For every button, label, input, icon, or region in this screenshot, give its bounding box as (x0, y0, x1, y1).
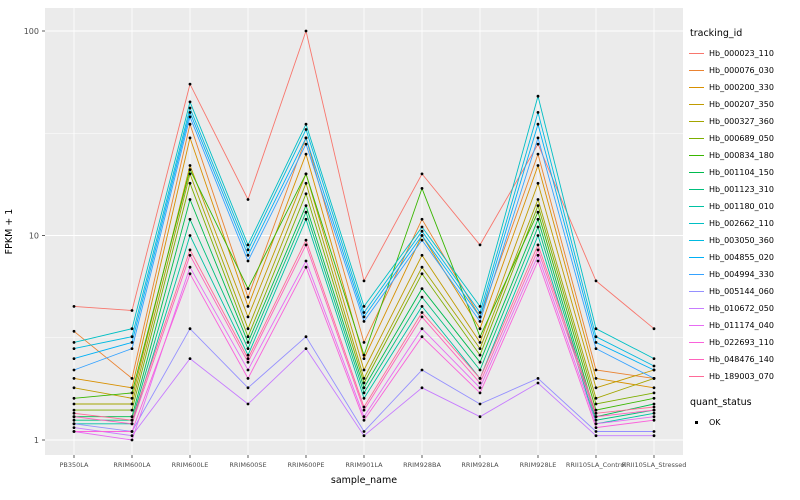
legend-item: Hb_004994_330 (688, 266, 800, 283)
legend-item: Hb_001180_010 (688, 198, 800, 215)
x-tick-label: RRIM600LE (172, 461, 209, 469)
line-key-icon (688, 232, 705, 249)
line-key-icon (688, 351, 705, 368)
legend-item-label: Hb_002662_110 (709, 219, 774, 228)
x-tick-label: RRIM928BA (403, 461, 441, 469)
legend-item: Hb_000327_360 (688, 113, 800, 130)
legend-item: Hb_000200_330 (688, 79, 800, 96)
axes: 1 10 100 PB350LA RRIM600LA RRIM600LE RRIM600SE… (4, 27, 686, 486)
y-tick-label: 100 (24, 27, 39, 36)
y-axis-title: FPKM + 1 (4, 209, 15, 255)
legend-item-label: Hb_001180_010 (709, 202, 774, 211)
legend-item: Hb_010672_050 (688, 300, 800, 317)
legend-item: Hb_002662_110 (688, 215, 800, 232)
x-tick-label: RRII105LA_Stressed (622, 461, 687, 469)
legend-item-label: Hb_005144_060 (709, 287, 774, 296)
quant-status-legend-title: quant_status (690, 397, 752, 408)
line-key-icon (688, 334, 705, 351)
y-tick-label: 1 (34, 436, 39, 445)
line-key-icon (688, 62, 705, 79)
legend-item-label: Hb_000200_330 (709, 83, 774, 92)
line-key-icon (688, 113, 705, 130)
line-key-icon (688, 368, 705, 385)
line-key-icon (688, 96, 705, 113)
line-key-icon (688, 181, 705, 198)
x-tick-label: RRIM901LA (345, 461, 383, 469)
legend-item: Hb_048476_140 (688, 351, 800, 368)
x-tick-label: RRIM928LE (520, 461, 557, 469)
line-key-icon (688, 164, 705, 181)
x-tick-label: RRIM600LA (113, 461, 151, 469)
x-tick-label: RRIM600PE (288, 461, 325, 469)
legend-item-label: Hb_003050_360 (709, 236, 774, 245)
x-tick-label: PB350LA (59, 461, 89, 469)
point-key-icon (688, 414, 705, 431)
x-tick-label: RRIM600SE (229, 461, 266, 469)
legend-item: Hb_005144_060 (688, 283, 800, 300)
legend-item-label: Hb_004994_330 (709, 270, 774, 279)
line-key-icon (688, 300, 705, 317)
line-key-icon (688, 130, 705, 147)
legend-item-label: Hb_001123_310 (709, 185, 774, 194)
x-tick-label: RRII105LA_Control (566, 461, 626, 469)
x-tick-label: RRIM928LA (461, 461, 499, 469)
legend: tracking_id Hb_000023_110 Hb_000076_030 Hb… (688, 0, 800, 500)
legend-item: Hb_000023_110 (688, 45, 800, 62)
legend-item: Hb_189003_070 (688, 368, 800, 385)
legend-item-label: Hb_004855_020 (709, 253, 774, 262)
legend-item-label: Hb_011174_040 (709, 321, 774, 330)
y-tick-label: 10 (29, 231, 39, 240)
legend-item-label: Hb_000834_180 (709, 151, 774, 160)
legend-item-label: Hb_000327_360 (709, 117, 774, 126)
legend-item-label: Hb_000689_050 (709, 134, 774, 143)
line-key-icon (688, 79, 705, 96)
legend-item-label: Hb_001104_150 (709, 168, 774, 177)
legend-item-label: Hb_010672_050 (709, 304, 774, 313)
line-key-icon (688, 147, 705, 164)
legend-item: Hb_001104_150 (688, 164, 800, 181)
legend-item: Hb_011174_040 (688, 317, 800, 334)
data-points (72, 29, 656, 442)
line-key-icon (688, 215, 705, 232)
legend-title: tracking_id (690, 28, 743, 39)
x-axis-title: sample_name (331, 475, 397, 486)
quant-status-legend: quant_status OK (688, 397, 800, 431)
legend-item-label: Hb_000023_110 (709, 49, 774, 58)
line-key-icon (688, 198, 705, 215)
line-key-icon (688, 317, 705, 334)
legend-item: Hb_001123_310 (688, 181, 800, 198)
line-key-icon (688, 266, 705, 283)
legend-items: Hb_000023_110 Hb_000076_030 Hb_000200_330 H… (688, 45, 800, 385)
legend-item-label: Hb_000207_350 (709, 100, 774, 109)
legend-item: Hb_003050_360 (688, 232, 800, 249)
legend-item: OK (688, 414, 800, 431)
line-key-icon (688, 249, 705, 266)
plot-area: 1 10 100 PB350LA RRIM600LA RRIM600LE RRIM600SE… (4, 8, 686, 486)
legend-item-label: Hb_048476_140 (709, 355, 774, 364)
legend-item-label: Hb_000076_030 (709, 66, 774, 75)
line-key-icon (688, 283, 705, 300)
legend-item: Hb_022693_110 (688, 334, 800, 351)
legend-item: Hb_000076_030 (688, 62, 800, 79)
legend-item-label: Hb_189003_070 (709, 372, 774, 381)
legend-item-label: OK (709, 418, 721, 427)
legend-item: Hb_004855_020 (688, 249, 800, 266)
legend-item-label: Hb_022693_110 (709, 338, 774, 347)
gridlines (45, 8, 683, 455)
legend-item: Hb_000834_180 (688, 147, 800, 164)
legend-item: Hb_000207_350 (688, 96, 800, 113)
chart-plot: 1 10 100 PB350LA RRIM600LA RRIM600LE RRIM600SE… (4, 8, 686, 486)
legend-item: Hb_000689_050 (688, 130, 800, 147)
line-key-icon (688, 45, 705, 62)
